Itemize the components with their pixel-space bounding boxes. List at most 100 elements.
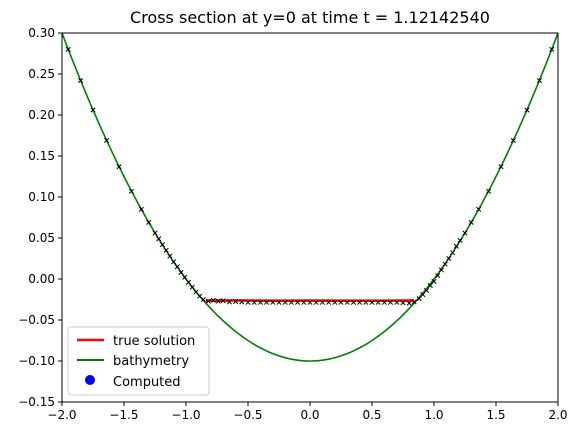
data-point <box>332 299 338 305</box>
data-point <box>420 292 426 298</box>
data-point <box>524 107 530 113</box>
data-point <box>128 188 134 194</box>
data-point <box>152 230 158 236</box>
data-point <box>239 299 245 305</box>
data-point <box>435 273 441 279</box>
series-layer <box>62 33 558 362</box>
data-point <box>381 299 387 305</box>
data-point <box>138 206 144 212</box>
legend-swatch-computed <box>85 375 95 385</box>
legend-label-bathymetry: bathymetry <box>113 354 189 369</box>
x-tick-label: −2.0 <box>47 408 76 422</box>
y-tick-label: −0.10 <box>18 354 55 368</box>
data-point <box>210 297 216 303</box>
x-tick-label: −1.5 <box>109 408 138 422</box>
data-point <box>446 255 452 262</box>
data-point <box>205 298 211 304</box>
data-point <box>167 253 173 259</box>
data-point <box>220 298 226 304</box>
x-tick-label: 0.0 <box>300 408 319 422</box>
data-point <box>264 299 270 305</box>
data-point <box>178 269 184 275</box>
y-tick-label: −0.15 <box>18 395 55 409</box>
data-point <box>363 299 369 305</box>
data-point <box>159 242 165 248</box>
data-point <box>357 299 363 305</box>
data-point <box>486 188 492 194</box>
data-point <box>200 296 206 303</box>
data-point <box>288 299 294 305</box>
data-point <box>116 164 122 170</box>
data-point <box>257 299 263 305</box>
x-tick-label: 0.5 <box>362 408 381 422</box>
data-point <box>411 299 417 305</box>
data-point <box>498 164 504 170</box>
data-point <box>276 299 282 305</box>
x-tick-label: −0.5 <box>233 408 262 422</box>
data-point <box>65 46 71 52</box>
data-point <box>468 219 474 225</box>
y-tick-label: 0.30 <box>28 26 55 40</box>
data-point <box>442 261 448 267</box>
data-point <box>338 299 344 305</box>
legend-label-computed: Computed <box>113 375 181 390</box>
data-point <box>295 299 301 305</box>
data-point <box>90 107 96 113</box>
data-point <box>301 299 307 305</box>
data-point <box>233 298 239 305</box>
data-point <box>344 299 350 305</box>
data-point <box>171 259 177 265</box>
data-point <box>388 299 394 305</box>
data-point <box>427 283 433 289</box>
legend: true solution bathymetry Computed <box>67 326 210 396</box>
x-tick-label: 1.0 <box>424 408 443 422</box>
data-point <box>462 230 468 236</box>
y-tick-label: 0.15 <box>28 149 55 163</box>
data-point <box>510 137 516 143</box>
data-point <box>394 299 400 305</box>
data-point <box>270 299 276 305</box>
chart-title: Cross section at y=0 at time t = 1.12142… <box>130 8 490 27</box>
legend-box <box>67 326 210 396</box>
data-point <box>457 237 463 244</box>
data-point <box>450 250 456 256</box>
data-point <box>438 267 444 273</box>
data-point <box>536 78 542 84</box>
data-point <box>431 278 437 285</box>
legend-label-true-solution: true solution <box>113 334 195 349</box>
data-point <box>146 219 152 225</box>
data-point <box>319 299 325 305</box>
x-tick-label: 2.0 <box>548 408 567 422</box>
axes: −2.0 −1.5 −1.0 −0.5 0.0 0.5 1.0 1.5 2.0 −0.15 −0.1… <box>18 26 567 422</box>
data-point <box>307 299 313 305</box>
data-point <box>453 243 459 249</box>
data-point <box>313 299 319 305</box>
y-tick-label: 0.05 <box>28 231 55 245</box>
data-point <box>226 299 232 305</box>
data-point <box>189 284 195 290</box>
series-computed <box>65 46 555 306</box>
data-point <box>163 247 169 253</box>
data-point <box>350 299 356 305</box>
y-tick-label: 0.25 <box>28 67 55 81</box>
y-tick-label: −0.05 <box>18 313 55 327</box>
y-tick-label: 0.10 <box>28 190 55 204</box>
data-point <box>375 299 381 305</box>
data-point <box>326 299 332 305</box>
data-point <box>78 78 84 84</box>
data-point <box>185 279 192 285</box>
data-point <box>104 137 110 143</box>
data-point <box>424 287 430 294</box>
data-point <box>251 299 257 305</box>
data-point <box>549 46 555 52</box>
data-point <box>476 206 482 212</box>
y-tick-label: 0.20 <box>28 108 55 122</box>
data-point <box>156 236 162 242</box>
data-point <box>245 299 251 305</box>
x-tick-label: −1.0 <box>171 408 200 422</box>
y-tick-label: 0.00 <box>28 272 55 286</box>
data-point <box>174 264 180 270</box>
data-point <box>369 299 375 305</box>
data-point <box>406 300 412 306</box>
